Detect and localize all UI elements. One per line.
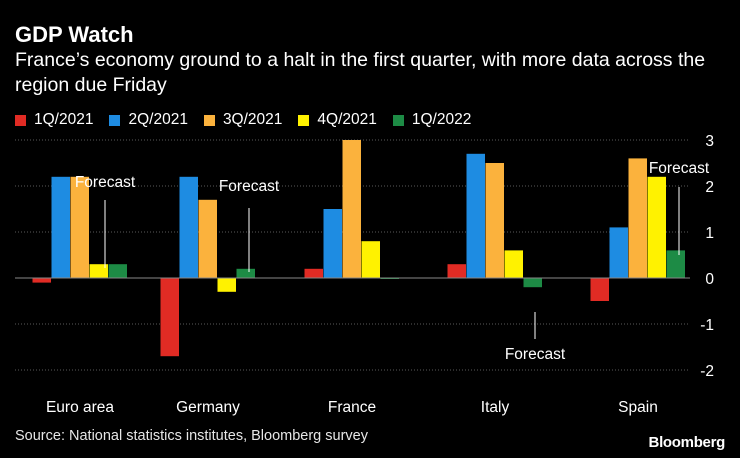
y-tick-label: 1 [705,225,714,242]
legend-label: 4Q/2021 [317,111,377,128]
legend-swatch [392,114,404,126]
x-tick-label: Euro area [46,399,114,416]
bar [647,176,666,278]
bar [466,153,485,278]
legend-label: 1Q/2021 [34,111,94,128]
bar [485,163,504,278]
x-tick-label: Spain [618,399,658,416]
bloomberg-logo: Bloomberg [648,434,726,451]
bar [447,264,466,278]
legend-swatch [15,114,26,126]
bar [51,176,70,278]
forecast-annotation: Forecast [505,346,566,363]
chart-subtitle: France’s economy ground to a halt in the… [15,49,706,96]
legend-swatch [298,114,310,126]
bar [89,264,108,278]
y-tick-label: 0 [705,271,714,288]
bar [304,268,323,278]
chart-title: GDP Watch [15,22,134,47]
legend-item-1q-2022: 1Q/2022 [392,111,472,129]
legend-swatch [203,114,215,126]
chart-legend: 1Q/2021 2Q/2021 3Q/2021 4Q/2021 1Q/2022 [15,111,487,129]
bar [609,227,628,278]
y-tick-label: -1 [700,317,714,334]
forecast-annotation: Forecast [219,178,280,195]
legend-label: 2Q/2021 [128,111,188,128]
y-tick-label: 2 [705,179,714,196]
bar [504,250,523,278]
bar [628,158,647,278]
legend-swatch [109,114,121,126]
bar [160,278,179,357]
forecast-annotation: Forecast [649,160,710,177]
legend-label: 1Q/2022 [411,111,472,128]
legend-label: 3Q/2021 [222,111,283,128]
bar [108,264,127,278]
bar [342,140,361,278]
source-note: Source: National statistics institutes, … [15,428,368,444]
legend-item-4q-2021: 4Q/2021 [298,111,377,129]
bar [198,199,217,278]
bar [523,278,542,288]
bar [361,241,380,278]
legend-item-2q-2021: 2Q/2021 [109,111,188,129]
bar [590,278,609,301]
bar [666,250,685,278]
bar [323,209,342,278]
x-tick-label: Italy [481,399,510,416]
y-tick-label: -2 [700,363,714,380]
x-tick-label: France [328,399,376,416]
bar [32,278,51,283]
forecast-annotation: Forecast [75,174,136,191]
legend-item-3q-2021: 3Q/2021 [203,111,283,129]
bar [236,268,255,278]
bar [179,176,198,278]
x-tick-label: Germany [176,399,240,416]
legend-item-1q-2021: 1Q/2021 [15,111,93,129]
bar [70,176,89,278]
y-tick-label: 3 [705,133,714,150]
bar [217,278,236,292]
